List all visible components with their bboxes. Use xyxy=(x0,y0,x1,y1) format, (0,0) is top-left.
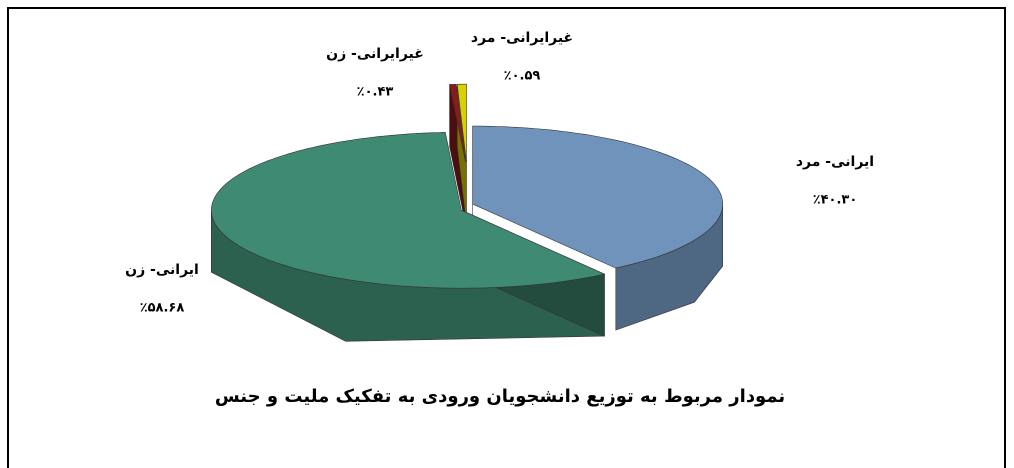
slice xyxy=(472,125,723,269)
slice xyxy=(456,83,467,163)
category-label: غیرایرانی- زن xyxy=(326,46,424,62)
category-label: ایرانی- مرد xyxy=(796,154,874,170)
category-label: غیرایرانی- مرد xyxy=(471,30,573,46)
value-label: ٪۰.۵۹ xyxy=(504,69,541,84)
slice xyxy=(211,131,606,289)
value-label: ٪۴۰.۳۰ xyxy=(813,193,858,208)
category-label: ایرانی- زن xyxy=(125,262,199,278)
chart-title: نمودار مربوط به توزیع دانشجویان ورودی به… xyxy=(215,386,785,407)
pie xyxy=(211,83,723,342)
value-label: ٪۵۸.۶۸ xyxy=(140,301,185,316)
value-label: ٪۰.۴۳ xyxy=(357,85,394,100)
slice xyxy=(449,83,466,163)
